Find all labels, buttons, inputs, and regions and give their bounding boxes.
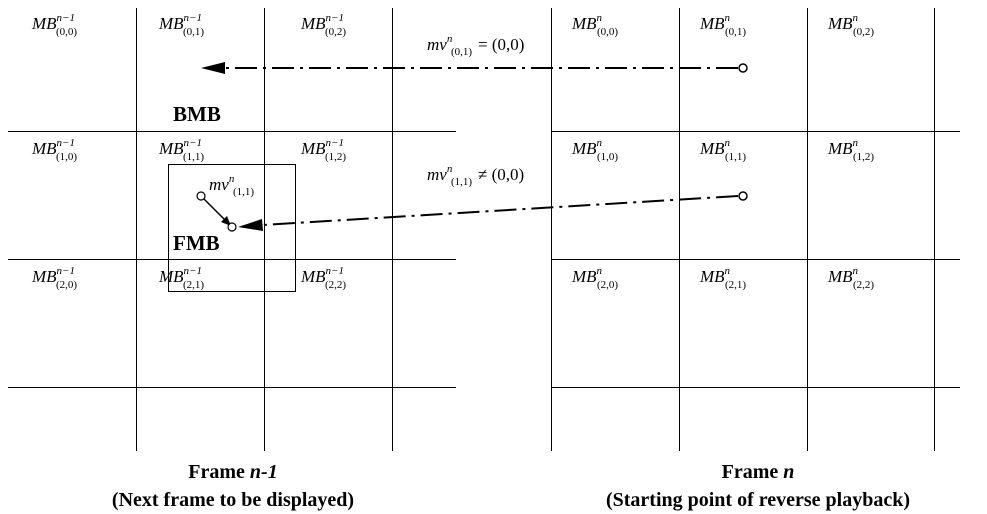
mb-prefix: MB xyxy=(571,267,597,286)
mv-arrow-top xyxy=(201,62,748,74)
left-mb-label: MBn−1 (0,2) xyxy=(300,12,346,38)
fmb-box xyxy=(168,164,296,292)
left-frame-grid xyxy=(8,8,456,451)
mb-prefix: MB xyxy=(31,14,57,33)
right-mb-label: MBn (2,2) xyxy=(827,265,874,291)
arrowhead-left-icon xyxy=(201,62,225,74)
mb-prefix: MB xyxy=(158,267,184,286)
left-mb-label: MBn−1 (0,0) xyxy=(31,12,77,38)
mb-prefix: MB xyxy=(699,139,725,158)
right-frame-title: Frame n xyxy=(722,461,795,483)
left-mb-label: MBn−1 (2,1) xyxy=(158,265,204,291)
left-mb-label: MBn−1 (2,2) xyxy=(300,265,346,291)
mb-prefix: MB xyxy=(31,139,57,158)
right-mb-label: MBn (1,0) xyxy=(571,137,618,163)
mb-prefix: MB xyxy=(571,14,597,33)
mv-local-label: mvn (1,1) xyxy=(209,173,254,198)
right-mb-label: MBn (1,2) xyxy=(827,137,874,163)
right-frame-grid xyxy=(551,8,960,451)
left-frame-title: Frame n-1 xyxy=(188,461,277,483)
mb-prefix: MB xyxy=(31,267,57,286)
mv-start-point-icon xyxy=(196,191,206,201)
mv-end-point-icon xyxy=(227,222,237,232)
mv-mid-dashed-line xyxy=(261,195,739,226)
right-mb-label: MBn (2,1) xyxy=(699,265,746,291)
mv-mid-equation: mvn (1,1) ≠ (0,0) xyxy=(427,163,524,188)
mv-arrow-mid xyxy=(238,191,748,231)
mb-prefix: MB xyxy=(300,139,326,158)
fmb-label: FMB xyxy=(173,231,220,255)
mb-prefix: MB xyxy=(571,139,597,158)
right-mb-label: MBn (2,0) xyxy=(571,265,618,291)
arrowhead-left-icon xyxy=(238,219,263,231)
mb-prefix: MB xyxy=(158,14,184,33)
mb-prefix: MB xyxy=(158,139,184,158)
left-mb-label: MBn−1 (1,0) xyxy=(31,137,77,163)
mb-prefix: MB xyxy=(699,14,725,33)
mv-local-line xyxy=(203,198,227,222)
left-mb-label: MBn−1 (0,1) xyxy=(158,12,204,38)
bmb-label: BMB xyxy=(173,102,221,126)
mb-prefix: MB xyxy=(300,14,326,33)
mb-prefix: MB xyxy=(827,139,853,158)
mb-prefix: MB xyxy=(827,14,853,33)
right-frame-subtitle: (Starting point of reverse playback) xyxy=(606,489,910,511)
left-frame-labels: MBn−1 (0,0) MBn−1 (0,1) MBn−1 (0,2) MBn−1 (1… xyxy=(31,12,346,291)
mv-top-equation: mvn (0,1) = (0,0) xyxy=(427,33,524,58)
left-mb-label: MBn−1 (1,2) xyxy=(300,137,346,163)
right-mb-label: MBn (0,0) xyxy=(571,12,618,38)
mb-prefix: MB xyxy=(699,267,725,286)
origin-point-icon xyxy=(738,191,748,201)
left-frame-subtitle: (Next frame to be displayed) xyxy=(112,489,354,511)
left-mb-label: MBn−1 (2,0) xyxy=(31,265,77,291)
mv-arrow-local xyxy=(196,191,237,232)
mb-prefix: MB xyxy=(827,267,853,286)
left-mb-label: MBn−1 (1,1) xyxy=(158,137,204,163)
mb-prefix: MB xyxy=(300,267,326,286)
arrowhead-icon xyxy=(221,216,231,226)
right-frame-labels: MBn (0,0) MBn (0,1) MBn (0,2) MBn (1,0) MBn(… xyxy=(571,12,874,291)
origin-point-icon xyxy=(738,63,748,73)
right-mb-label: MBn (1,1) xyxy=(699,137,746,163)
right-mb-label: MBn (0,2) xyxy=(827,12,874,38)
right-mb-label: MBn (0,1) xyxy=(699,12,746,38)
